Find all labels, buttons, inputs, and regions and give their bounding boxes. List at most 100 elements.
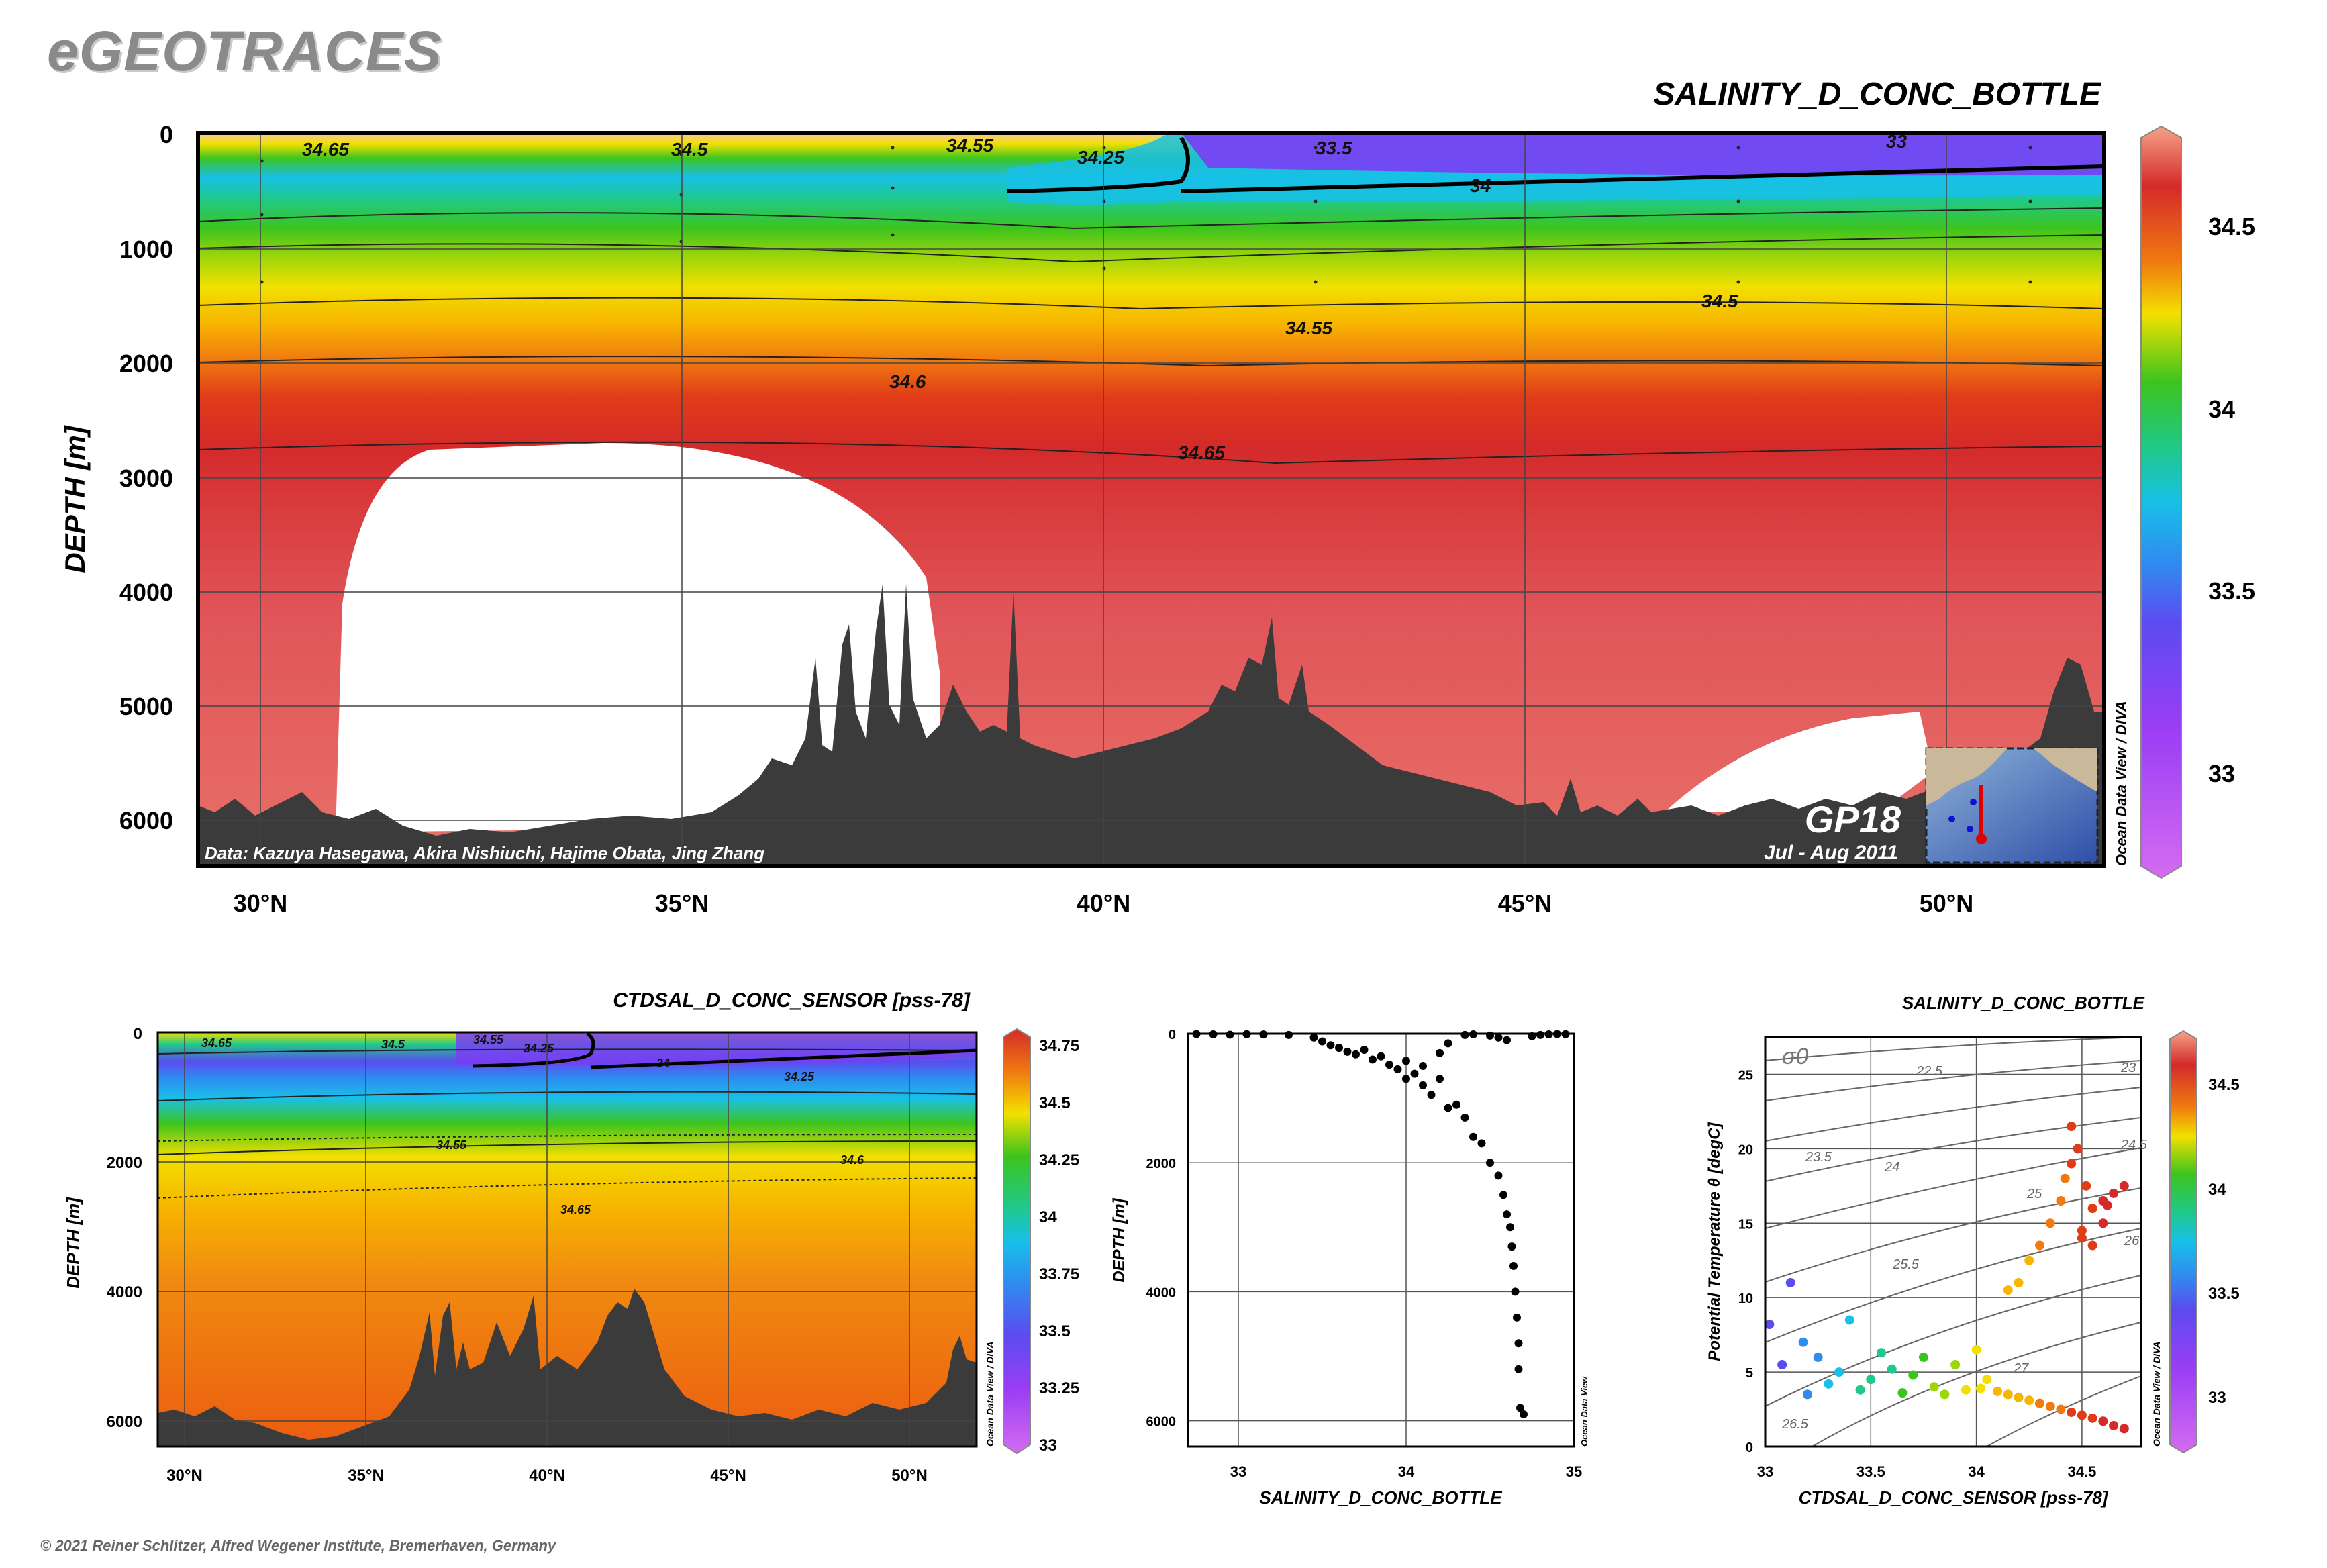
main-section-plot: 34.65 34.5 34.55 34.25 33.5 33 34 34.5 3…: [59, 77, 2255, 917]
contour-label: 34.6: [889, 371, 926, 392]
profile-data-point: [1335, 1044, 1343, 1052]
profile-data-point: [1369, 1055, 1377, 1064]
profile-data-point: [1507, 1242, 1516, 1251]
profile-data-point: [1460, 1030, 1469, 1039]
section-label: GP18: [1805, 798, 1901, 840]
contour-label: 34.5: [1701, 291, 1738, 311]
profile-data-point: [1360, 1046, 1369, 1055]
ctd-colorbar-tick: 34: [1039, 1208, 1057, 1226]
odv-watermark: Ocean Data View / DIVA: [2113, 701, 2130, 866]
ts-colorbar: [2169, 1030, 2197, 1454]
profile-data-point: [1436, 1048, 1444, 1057]
profile-data-point: [1536, 1030, 1544, 1039]
ctd-y-tick: 0: [134, 1025, 142, 1043]
profile-frame: [1187, 1032, 1575, 1448]
ts-data-point: [2087, 1413, 2097, 1423]
isopycnal-label: 24: [1884, 1160, 1899, 1175]
data-credits: Data: Kazuya Hasegawa, Akira Nishiuchi, …: [205, 843, 764, 863]
contour-label: 34.65: [1178, 442, 1225, 463]
main-grid: [198, 133, 2104, 866]
ctd-bathymetry: [158, 1289, 977, 1447]
isopycnal-label: 25: [2026, 1187, 2042, 1202]
colorbar-tick: 33: [2208, 760, 2235, 787]
profile-data-point: [1402, 1075, 1410, 1083]
main-chart-title: SALINITY_D_CONC_BOTTLE: [1653, 77, 2102, 112]
profile-data-point: [1460, 1113, 1469, 1122]
ts-frame: [1764, 1036, 2142, 1448]
ts-chart-title: SALINITY_D_CONC_BOTTLE: [1902, 993, 2145, 1013]
copyright-footer: © 2021 Reiner Schlitzer, Alfred Wegener …: [40, 1537, 556, 1554]
ts-colorbar-tick: 34.5: [2208, 1076, 2240, 1094]
contour-label: 34.25: [1077, 147, 1124, 168]
ctd-colorbar: [1003, 1028, 1031, 1455]
ctd-colorbar-tick: 33.25: [1039, 1379, 1079, 1398]
sigma0-label: σ0: [1782, 1044, 1809, 1069]
main-y-axis-label: DEPTH [m]: [59, 424, 91, 573]
profile-data-point: [1516, 1404, 1524, 1412]
ts-y-tick: 20: [1738, 1142, 1753, 1157]
ctd-x-tick: 40°N: [529, 1467, 565, 1485]
ctd-x-tick: 45°N: [710, 1467, 746, 1485]
ctd-chart-title: CTDSAL_D_CONC_SENSOR [pss-78]: [613, 989, 971, 1012]
ctd-colorbar-tick: 33: [1039, 1436, 1057, 1455]
profile-data-point: [1285, 1030, 1293, 1039]
ts-y-tick: 10: [1738, 1291, 1753, 1306]
profile-data-point: [1513, 1313, 1521, 1322]
profile-data-point: [1514, 1365, 1523, 1373]
isopycnal-label: 26: [2124, 1234, 2140, 1248]
ctd-section-plot: 34.65 34.5 34.55 34.25 34 34.25 34.55 34…: [63, 989, 1079, 1485]
profile-data-point: [1393, 1065, 1402, 1073]
colorbar-tick: 34.5: [2208, 213, 2255, 240]
ts-data-point: [1975, 1383, 1985, 1393]
ts-data-point: [1918, 1352, 1928, 1362]
y-tick-label: 5000: [119, 693, 173, 720]
ts-data-point: [1798, 1337, 1808, 1347]
ts-y-axis-label: Potential Temperature θ [degC]: [1705, 1122, 1724, 1361]
ts-data-point: [1777, 1360, 1787, 1369]
isopycnal-label: 22.5: [1916, 1064, 1943, 1079]
ctd-colorbar-tick: 34.5: [1039, 1094, 1071, 1112]
ctd-contour-label: 34.55: [436, 1138, 467, 1152]
ts-data-point: [1855, 1385, 1865, 1395]
profile-y-tick: 2000: [1146, 1157, 1177, 1171]
colorbar-tick: 33.5: [2208, 577, 2255, 605]
ctd-contour-label: 34.6: [840, 1153, 864, 1167]
contour-label: 34.5: [671, 139, 708, 160]
y-tick-label: 3000: [119, 464, 173, 492]
x-tick-label: 35°N: [655, 889, 709, 917]
ts-x-tick: 33: [1757, 1463, 1773, 1480]
ctd-colorbar-tick: 34.25: [1039, 1151, 1079, 1169]
profile-data-point: [1402, 1057, 1410, 1065]
ts-data-point: [2056, 1404, 2066, 1414]
ctd-colorbar-tick: 34.75: [1039, 1037, 1079, 1055]
ts-data-point: [1844, 1315, 1854, 1325]
profile-data-point: [1352, 1050, 1360, 1059]
nodata-area-south: [336, 443, 940, 832]
ts-data-point: [2109, 1420, 2119, 1430]
ctd-contour-label: 34.55: [473, 1033, 504, 1046]
ts-data-point: [1887, 1364, 1897, 1374]
y-tick-label: 4000: [119, 579, 173, 606]
ts-data-point: [2081, 1181, 2091, 1191]
y-tick-label: 6000: [119, 807, 173, 834]
profile-x-tick: 35: [1566, 1463, 1582, 1480]
profile-data-point: [1318, 1037, 1326, 1046]
isopycnal-lines: [1765, 1036, 2142, 1447]
profile-data-point: [1506, 1223, 1514, 1232]
y-tick-label: 0: [160, 121, 173, 148]
isopycnal-label: 23.5: [1805, 1150, 1832, 1165]
ts-data-point: [2067, 1407, 2077, 1417]
ts-data-point: [1940, 1389, 1950, 1400]
profile-data-point: [1514, 1339, 1523, 1348]
x-tick-label: 50°N: [1920, 889, 1973, 917]
ts-data-point: [2119, 1181, 2129, 1191]
ts-data-point: [1971, 1344, 1981, 1355]
ts-y-tick: 15: [1738, 1217, 1753, 1232]
profile-data-point: [1343, 1047, 1352, 1056]
isopycnal-label: 25.5: [1892, 1257, 1920, 1272]
ctd-x-tick: 35°N: [348, 1467, 384, 1485]
ts-data-point: [2077, 1226, 2087, 1236]
ts-data-point: [1824, 1379, 1834, 1389]
ctd-colorbar-tick: 33.75: [1039, 1265, 1079, 1283]
